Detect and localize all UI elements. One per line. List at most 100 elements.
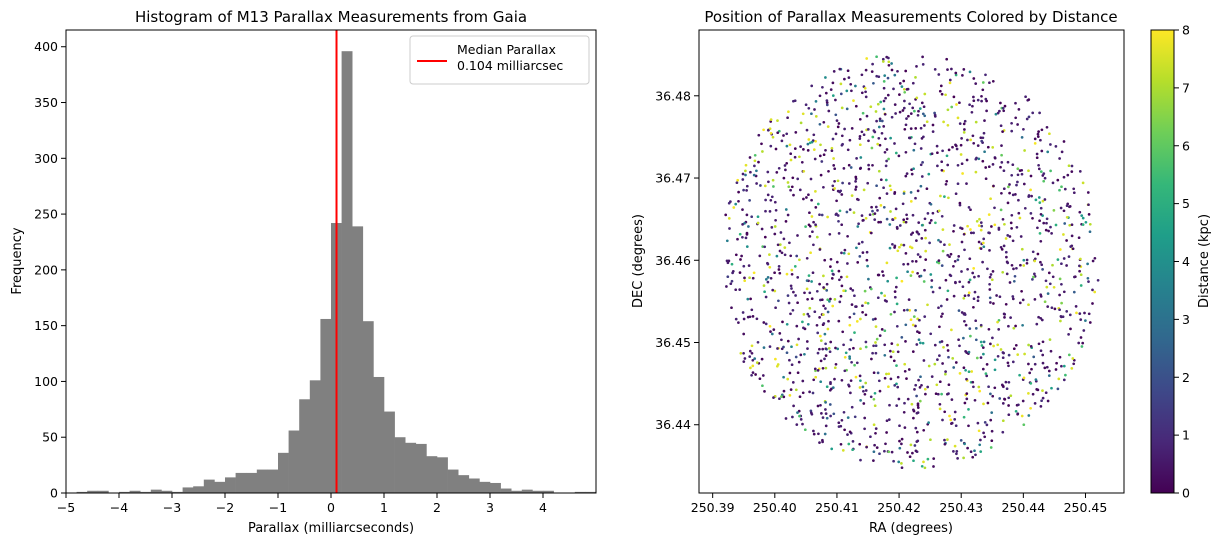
scatter-point [726, 275, 730, 279]
scatter-point [954, 71, 958, 75]
scatter-point [860, 214, 864, 217]
scatter-point [887, 418, 891, 421]
scatter-point [805, 196, 808, 199]
scatter-point [1011, 163, 1015, 167]
scatter-point [946, 163, 950, 167]
scatter-point [768, 324, 772, 328]
scatter-point [874, 205, 878, 209]
scatter-point [941, 418, 944, 422]
scatter-point [818, 248, 822, 251]
scatter-point [829, 297, 832, 301]
scatter-point [911, 81, 915, 85]
scatter-point [1093, 256, 1097, 260]
scatter-point [1042, 221, 1046, 225]
scatter-point [862, 218, 865, 222]
histogram-bar [447, 469, 459, 493]
scatter-point [731, 271, 734, 275]
scatter-point [984, 73, 987, 77]
scatter-point [811, 271, 815, 275]
scatter-point [1058, 277, 1062, 281]
scatter-point [963, 401, 967, 405]
scatter-point [1021, 323, 1024, 327]
scatter-point [741, 172, 745, 176]
scatter-point [1072, 362, 1076, 366]
scatter-point [1039, 138, 1042, 142]
scatter-point [826, 125, 830, 128]
scatter-point [874, 344, 878, 348]
scatter-point [1059, 315, 1063, 318]
histogram-y-axis-label: Frequency [10, 227, 25, 294]
scatter-point [873, 404, 877, 408]
scatter-point [969, 334, 972, 338]
scatter-point [824, 347, 828, 351]
scatter-point [839, 442, 843, 446]
scatter-point [1029, 174, 1033, 178]
scatter-point [760, 142, 763, 146]
scatter-point [921, 161, 924, 164]
scatter-point [813, 157, 817, 161]
scatter-point [773, 232, 777, 236]
scatter-point [849, 82, 853, 86]
histogram-bar [384, 411, 395, 493]
scatter-point [991, 394, 995, 398]
histogram-bar [87, 490, 99, 493]
scatter-point [1021, 298, 1025, 302]
scatter-point [1006, 361, 1010, 365]
scatter-point [766, 280, 770, 284]
scatter-point [782, 389, 786, 393]
scatter-point [741, 235, 744, 239]
scatter-point [963, 319, 966, 323]
scatter-point [836, 214, 840, 217]
scatter-point [1032, 355, 1036, 359]
scatter-point [796, 276, 800, 279]
colorbar-tick-label: 2 [1182, 370, 1190, 385]
scatter-point [1007, 404, 1010, 407]
scatter-point [757, 160, 760, 164]
scatter-point [749, 366, 752, 370]
scatter-point [1020, 289, 1023, 293]
scatter-point [927, 172, 931, 176]
scatter-point [803, 291, 806, 295]
scatter-point [981, 159, 985, 163]
y-tick-label: 36.46 [655, 253, 691, 268]
scatter-point [1045, 285, 1049, 289]
scatter-point [932, 465, 935, 468]
scatter-point [904, 252, 908, 255]
scatter-point [1018, 373, 1021, 377]
scatter-point [924, 392, 927, 396]
scatter-point [838, 190, 842, 194]
scatter-point [964, 323, 968, 327]
scatter-point [1087, 312, 1091, 316]
scatter-point [868, 213, 872, 217]
scatter-point [1008, 191, 1011, 195]
scatter-point [788, 394, 792, 397]
scatter-point [1042, 179, 1046, 183]
scatter-point [821, 85, 824, 89]
scatter-point [854, 188, 857, 191]
scatter-point [770, 195, 774, 199]
scatter-point [941, 228, 945, 231]
scatter-point [742, 360, 746, 363]
scatter-point [845, 275, 849, 279]
scatter-point [967, 350, 971, 354]
scatter-point [943, 410, 947, 414]
scatter-point [1014, 116, 1018, 120]
scatter-point [802, 313, 806, 316]
scatter-point [803, 352, 806, 356]
scatter-point [874, 341, 877, 344]
scatter-point [771, 178, 775, 182]
scatter-point [949, 252, 953, 256]
scatter-point [948, 414, 951, 418]
scatter-point [1029, 382, 1033, 385]
scatter-point [1079, 284, 1083, 287]
scatter-point [880, 131, 884, 135]
scatter-point [778, 271, 782, 275]
scatter-point [883, 449, 886, 453]
scatter-point [952, 224, 956, 227]
x-tick-label: 250.41 [815, 500, 859, 515]
scatter-point [735, 181, 739, 185]
scatter-point [855, 320, 859, 323]
scatter-point [904, 174, 908, 178]
scatter-point [938, 325, 941, 329]
scatter-point [877, 136, 881, 140]
